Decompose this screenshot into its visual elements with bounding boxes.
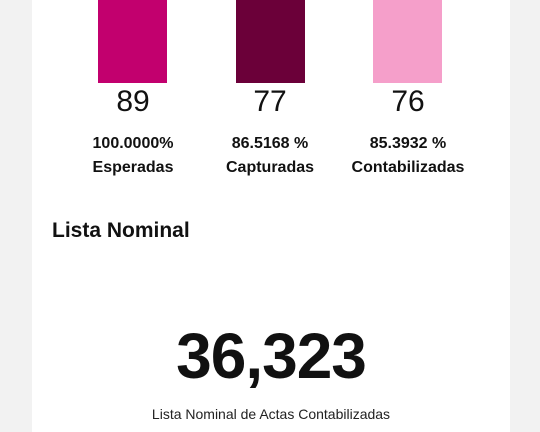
lista-nominal-value: 36,323 <box>176 320 367 392</box>
stat-bar-contabilizadas <box>373 0 442 83</box>
stat-count-esperadas: 89 <box>116 85 150 118</box>
stat-count-capturadas: 77 <box>253 85 287 118</box>
stat-percent-contabilizadas: 85.3932 % <box>369 135 447 152</box>
stat-label-esperadas: Esperadas <box>92 159 174 176</box>
lista-nominal-title: Lista Nominal <box>52 219 190 242</box>
lista-nominal-caption: Lista Nominal de Actas Contabilizadas <box>151 406 391 422</box>
stat-bar-capturadas <box>236 0 305 83</box>
stat-percent-capturadas: 86.5168 % <box>231 135 309 152</box>
stat-bar-esperadas <box>98 0 167 83</box>
stat-label-capturadas: Capturadas <box>225 159 315 176</box>
stat-label-contabilizadas: Contabilizadas <box>351 159 465 176</box>
stat-percent-esperadas: 100.0000% <box>92 135 174 152</box>
stat-count-contabilizadas: 76 <box>391 85 425 118</box>
